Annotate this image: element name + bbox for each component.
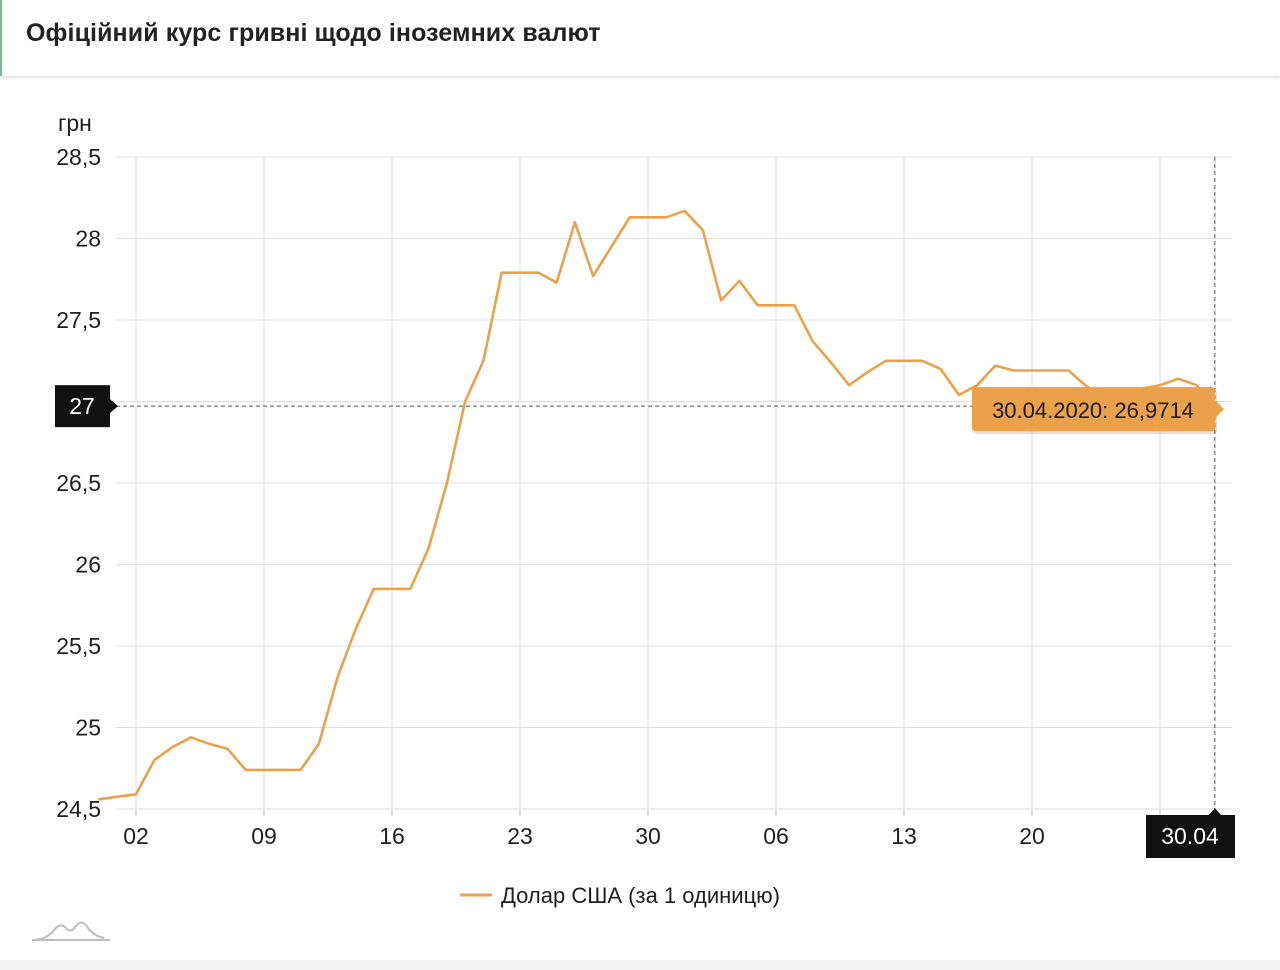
tooltip-arrow: [1215, 400, 1224, 419]
crosshair-y-label: 27: [69, 393, 95, 419]
crosshair-y-label-bg: [55, 385, 110, 428]
y-axis-label: грн: [58, 110, 92, 136]
y-axis-ticks: 24,5 25 25,5 26 26,5 27 27,5 28 28,5: [56, 144, 101, 822]
footer-strip: [0, 960, 1280, 970]
crosshair-x-label-arrow: [1207, 808, 1222, 816]
tooltip-text: 30.04.2020: 26,9714: [992, 398, 1194, 423]
x-axis-ticks: 02 09 16 23 30 06 13 20: [123, 823, 1045, 849]
series-line-usd[interactable]: [98, 209, 1217, 801]
x-tick-label: 02: [123, 823, 149, 849]
y-tick-label: 28,5: [56, 144, 101, 170]
page-title: Офіційний курс гривні щодо іноземних вал…: [26, 19, 601, 47]
x-tick-label: 20: [1019, 823, 1045, 849]
y-tick-label: 28: [75, 226, 101, 252]
y-tick-label: 27,5: [56, 307, 101, 333]
legend[interactable]: Долар США (за 1 одиницю): [460, 883, 780, 908]
x-tick-label: 06: [763, 823, 789, 849]
x-tick-label: 09: [251, 823, 277, 849]
tooltip-box: [972, 387, 1215, 432]
tooltip: 30.04.2020: 26,9714: [972, 387, 1224, 435]
x-tick-label: 23: [507, 823, 533, 849]
mountain-logo-icon: [32, 921, 110, 941]
y-tick-label: 25: [75, 715, 101, 741]
header-bar: Офіційний курс гривні щодо іноземних вал…: [0, 0, 1280, 76]
y-tick-label: 24,5: [56, 796, 101, 822]
x-tick-label: 16: [379, 823, 405, 849]
crosshair: 27 30.04 30.04.2020: 26,9714: [55, 157, 1235, 858]
crosshair-y-label-arrow: [110, 399, 118, 414]
crosshair-x-label: 30.04: [1161, 823, 1219, 849]
y-tick-label: 26,5: [56, 470, 101, 496]
horizontal-gridlines: [116, 156, 1232, 810]
vertical-gridlines: [135, 157, 1161, 816]
y-tick-label: 26: [75, 552, 101, 578]
x-tick-label: 13: [891, 823, 917, 849]
legend-label: Долар США (за 1 одиницю): [501, 883, 780, 908]
crosshair-x-label-bg: [1146, 815, 1235, 858]
y-tick-label: 25,5: [56, 633, 101, 659]
x-tick-label: 30: [635, 823, 661, 849]
